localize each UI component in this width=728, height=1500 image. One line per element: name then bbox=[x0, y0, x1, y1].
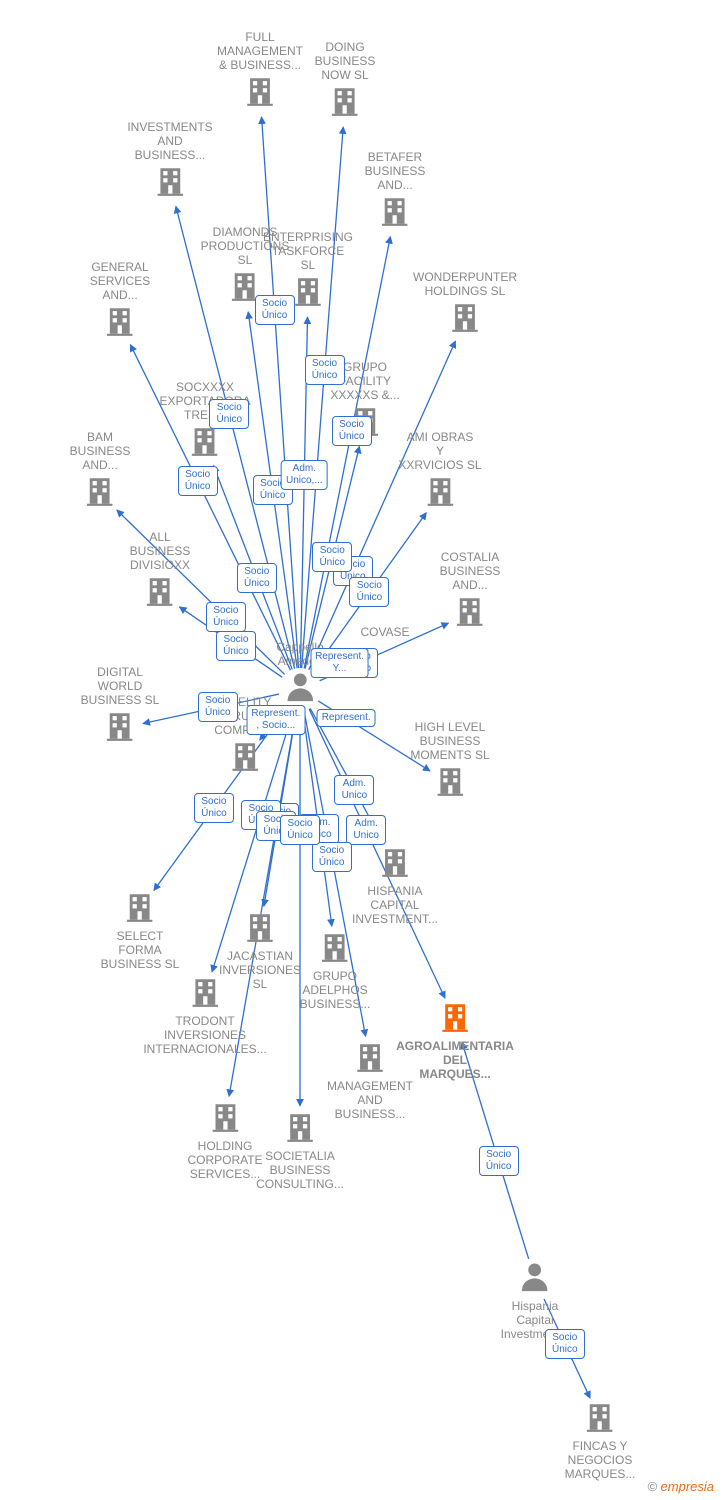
node-label: HIGH LEVEL BUSINESS MOMENTS SL bbox=[410, 720, 489, 762]
node-label: FULL MANAGEMENT & BUSINESS... bbox=[217, 30, 303, 72]
building-icon bbox=[438, 1000, 472, 1039]
building-icon bbox=[378, 845, 412, 884]
edge-label[interactable]: Adm.Unico bbox=[334, 775, 374, 805]
node-label: BAM BUSINESS AND... bbox=[70, 430, 131, 472]
node-holding[interactable]: HOLDING CORPORATE SERVICES... bbox=[187, 1100, 262, 1183]
node-label: FINCAS Y NEGOCIOS MARQUES... bbox=[565, 1439, 636, 1481]
edge-label[interactable]: SocioÚnico bbox=[198, 692, 238, 722]
building-icon bbox=[453, 594, 487, 633]
edge-label[interactable]: SocioÚnico bbox=[209, 399, 249, 429]
node-covase[interactable]: COVASE bbox=[360, 625, 409, 641]
building-icon bbox=[318, 930, 352, 969]
edge-label[interactable]: SocioÚnico bbox=[349, 577, 389, 607]
node-agro[interactable]: AGROALIMENTARIA DEL MARQUES... bbox=[396, 1000, 514, 1083]
building-icon bbox=[188, 975, 222, 1014]
node-label: DIGITAL WORLD BUSINESS SL bbox=[81, 665, 160, 707]
building-icon bbox=[208, 1100, 242, 1139]
node-label: GRUPO ADELPHOS BUSINESS... bbox=[300, 969, 371, 1011]
node-label: HISPANIA CAPITAL INVESTMENT... bbox=[352, 884, 438, 926]
building-icon bbox=[243, 74, 277, 113]
node-label: HOLDING CORPORATE SERVICES... bbox=[187, 1139, 262, 1181]
node-hispcap[interactable]: HISPANIA CAPITAL INVESTMENT... bbox=[352, 845, 438, 928]
node-label: GENERAL SERVICES AND... bbox=[90, 260, 150, 302]
node-betafer[interactable]: BETAFER BUSINESS AND... bbox=[365, 150, 426, 233]
node-general[interactable]: GENERAL SERVICES AND... bbox=[90, 260, 150, 343]
edge-label[interactable]: SocioÚnico bbox=[332, 416, 372, 446]
building-icon bbox=[423, 474, 457, 513]
edge-label[interactable]: SocioÚnico bbox=[312, 542, 352, 572]
building-icon bbox=[448, 300, 482, 339]
node-label: COSTALIA BUSINESS AND... bbox=[440, 550, 501, 592]
building-icon bbox=[188, 424, 222, 463]
node-label: INVESTMENTS AND BUSINESS... bbox=[127, 120, 212, 162]
building-icon bbox=[353, 1040, 387, 1079]
building-icon bbox=[378, 194, 412, 233]
edge-label[interactable]: SocioÚnico bbox=[479, 1146, 519, 1176]
node-label: AGROALIMENTARIA DEL MARQUES... bbox=[396, 1039, 514, 1081]
building-icon bbox=[328, 84, 362, 123]
edge-label[interactable]: SocioÚnico bbox=[216, 631, 256, 661]
copyright: © bbox=[647, 1479, 657, 1494]
edge-label[interactable]: SocioÚnico bbox=[312, 842, 352, 872]
node-full[interactable]: FULL MANAGEMENT & BUSINESS... bbox=[217, 30, 303, 113]
edge-label[interactable]: SocioÚnico bbox=[305, 355, 345, 385]
node-adel[interactable]: GRUPO ADELPHOS BUSINESS... bbox=[300, 930, 371, 1013]
node-label: ENTERPRISING TASKFORCE SL bbox=[263, 230, 353, 272]
node-label: SELECT FORMA BUSINESS SL bbox=[101, 929, 180, 971]
edge-label[interactable]: SocioÚnico bbox=[178, 466, 218, 496]
edge-label[interactable]: SocioÚnico bbox=[280, 815, 320, 845]
person-icon bbox=[518, 1260, 552, 1299]
building-icon bbox=[143, 574, 177, 613]
building-icon bbox=[83, 474, 117, 513]
node-label: TRODONT INVERSIONES INTERNACIONALES... bbox=[143, 1014, 266, 1056]
building-icon bbox=[283, 1110, 317, 1149]
node-label: AMI OBRAS Y XXRVICIOS SL bbox=[398, 430, 481, 472]
edge-label[interactable]: SocioÚnico bbox=[237, 563, 277, 593]
footer: © empresia bbox=[647, 1479, 714, 1494]
node-label: SOCIETALIA BUSINESS CONSULTING... bbox=[256, 1149, 344, 1191]
node-doing[interactable]: DOING BUSINESS NOW SL bbox=[315, 40, 376, 123]
node-invbus[interactable]: INVESTMENTS AND BUSINESS... bbox=[127, 120, 212, 203]
building-icon bbox=[583, 1400, 617, 1439]
building-icon bbox=[123, 890, 157, 929]
node-wonder[interactable]: WONDERPUNTER HOLDINGS SL bbox=[413, 270, 517, 339]
node-societ[interactable]: SOCIETALIA BUSINESS CONSULTING... bbox=[256, 1110, 344, 1193]
node-label: BETAFER BUSINESS AND... bbox=[365, 150, 426, 192]
node-cost[interactable]: COSTALIA BUSINESS AND... bbox=[440, 550, 501, 633]
brand: empresia bbox=[661, 1479, 714, 1494]
building-icon bbox=[228, 739, 262, 778]
node-bam[interactable]: BAM BUSINESS AND... bbox=[70, 430, 131, 513]
edge-label[interactable]: Adm.Unico,... bbox=[281, 460, 328, 490]
edge-label[interactable]: Adm.Unico bbox=[346, 815, 386, 845]
building-icon bbox=[153, 164, 187, 203]
node-high[interactable]: HIGH LEVEL BUSINESS MOMENTS SL bbox=[410, 720, 489, 803]
building-icon bbox=[243, 910, 277, 949]
building-icon bbox=[291, 274, 325, 313]
node-label: WONDERPUNTER HOLDINGS SL bbox=[413, 270, 517, 298]
node-label: COVASE bbox=[360, 625, 409, 639]
building-icon bbox=[433, 764, 467, 803]
building-icon bbox=[103, 709, 137, 748]
building-icon bbox=[103, 304, 137, 343]
node-label: ALL BUSINESS DIVISIOXX bbox=[130, 530, 191, 572]
edge-label[interactable]: SocioÚnico bbox=[194, 793, 234, 823]
node-trodont[interactable]: TRODONT INVERSIONES INTERNACIONALES... bbox=[143, 975, 266, 1058]
edge-label[interactable]: SocioÚnico bbox=[545, 1329, 585, 1359]
edge-label[interactable]: Represent., Socio... bbox=[246, 705, 305, 735]
node-digital[interactable]: DIGITAL WORLD BUSINESS SL bbox=[81, 665, 160, 748]
edge-label[interactable]: SocioÚnico bbox=[206, 602, 246, 632]
node-label: DOING BUSINESS NOW SL bbox=[315, 40, 376, 82]
node-ami[interactable]: AMI OBRAS Y XXRVICIOS SL bbox=[398, 430, 481, 513]
node-select[interactable]: SELECT FORMA BUSINESS SL bbox=[101, 890, 180, 973]
edge-label[interactable]: SocioÚnico bbox=[255, 295, 295, 325]
node-fincas[interactable]: FINCAS Y NEGOCIOS MARQUES... bbox=[565, 1400, 636, 1483]
node-allbus[interactable]: ALL BUSINESS DIVISIOXX bbox=[130, 530, 191, 613]
edge-label[interactable]: Represent. bbox=[317, 709, 376, 727]
edge-label[interactable]: Represent.Y... bbox=[310, 648, 369, 678]
